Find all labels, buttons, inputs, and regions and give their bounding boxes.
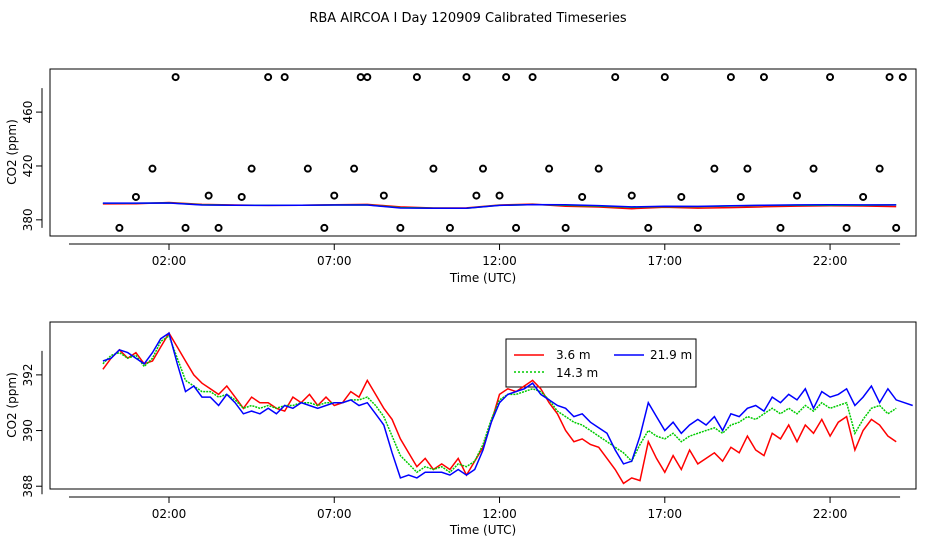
data-point (502, 73, 511, 82)
x-tick-label: 17:00 (647, 254, 682, 268)
data-point (677, 192, 686, 201)
data-point (303, 164, 312, 173)
data-point (396, 223, 405, 232)
data-point (445, 223, 454, 232)
data-point (148, 164, 157, 173)
data-point (479, 164, 487, 173)
data-point (710, 164, 719, 173)
data-point (594, 164, 603, 173)
data-point (528, 73, 537, 82)
y-tick-label: 380 (21, 208, 35, 231)
data-point (412, 73, 421, 82)
series-line-3-6-m (102, 331, 897, 485)
series-line-14-3-m (102, 334, 897, 474)
legend-label-21-9m: 21.9 m (650, 348, 692, 362)
data-point (264, 73, 273, 82)
data-point (330, 191, 339, 200)
chart-title: RBA AIRCOA I Day 120909 Calibrated Times… (309, 11, 627, 26)
data-point (280, 73, 289, 82)
data-point (793, 191, 802, 200)
data-point (561, 223, 570, 232)
plot-frame-bottom (49, 321, 917, 490)
data-point (214, 223, 223, 232)
data-point (462, 73, 471, 82)
data-point (495, 191, 504, 200)
data-point (875, 164, 884, 173)
data-point (379, 191, 388, 200)
x-tick-label: 22:00 (813, 507, 848, 521)
y-tick-label: 388 (21, 475, 35, 498)
data-point (885, 73, 894, 82)
data-point (512, 223, 521, 232)
plot-area (102, 73, 907, 232)
data-point (826, 73, 835, 82)
data-point (247, 164, 256, 173)
y-tick-label: 420 (21, 155, 35, 178)
x-tick-label: 07:00 (317, 254, 352, 268)
legend-label-3-6m: 3.6 m (556, 348, 591, 362)
data-point (356, 73, 365, 82)
legend-box (505, 338, 697, 388)
xlabel-top: Time (UTC) (449, 271, 516, 285)
panel-bottom: CO2 (ppm) Time (UTC) 3.6 m 14.3 m 21.9 m… (5, 321, 917, 537)
data-point (115, 223, 124, 232)
data-point (611, 73, 620, 82)
data-point (759, 73, 768, 82)
series-line (102, 202, 897, 210)
data-point (859, 192, 868, 201)
data-point (429, 164, 438, 173)
y-tick-label: 390 (21, 419, 35, 442)
ylabel-top: CO2 (ppm) (5, 119, 19, 185)
data-point (736, 192, 745, 201)
data-point (363, 73, 372, 82)
series-line-21-9-m (102, 331, 913, 479)
data-point (644, 223, 653, 232)
x-tick-label: 12:00 (482, 254, 517, 268)
data-point (726, 73, 735, 82)
data-point (743, 164, 752, 173)
data-point (131, 192, 140, 201)
data-point (892, 223, 901, 232)
data-point (627, 191, 636, 200)
data-point (842, 223, 851, 232)
data-point (320, 223, 329, 232)
data-point (204, 191, 213, 200)
xlabel-bottom: Time (UTC) (449, 523, 516, 537)
data-point (350, 164, 359, 173)
data-point (578, 192, 587, 201)
data-point (181, 223, 190, 232)
x-tick-label: 12:00 (482, 507, 517, 521)
data-point (237, 192, 246, 201)
ylabel-bottom: CO2 (ppm) (5, 372, 19, 438)
data-point (472, 191, 481, 200)
y-tick-label: 392 (21, 363, 35, 386)
data-point (809, 164, 818, 173)
plot-frame-top (49, 68, 917, 237)
x-tick-label: 22:00 (813, 254, 848, 268)
x-tick-label: 07:00 (317, 507, 352, 521)
data-point (660, 73, 669, 82)
legend: 3.6 m 14.3 m 21.9 m (505, 338, 697, 388)
panel-top: CO2 (ppm) Time (UTC) 02:00 07:00 12:00 17:0… (5, 68, 917, 285)
y-tick-label: 460 (21, 101, 35, 124)
data-point (545, 164, 554, 173)
data-point (693, 223, 702, 232)
x-tick-label: 02:00 (152, 254, 187, 268)
data-point (776, 223, 785, 232)
data-point (898, 73, 907, 82)
x-tick-label: 02:00 (152, 507, 187, 521)
plot-area (102, 331, 913, 485)
data-point (171, 73, 180, 82)
x-tick-label: 17:00 (647, 507, 682, 521)
legend-label-14-3m: 14.3 m (556, 366, 598, 380)
